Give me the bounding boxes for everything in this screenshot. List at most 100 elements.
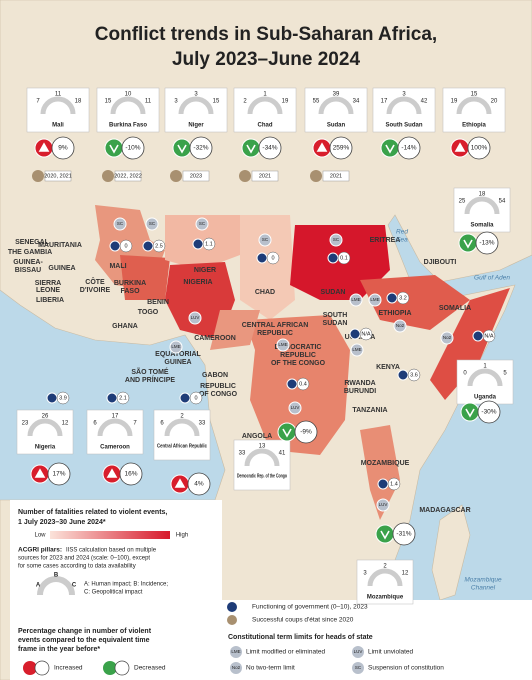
- change-label: 4%: [194, 481, 204, 488]
- change-label: 9%: [58, 145, 68, 152]
- pillar-c: 41: [279, 451, 286, 457]
- pillar-arc: [367, 568, 403, 587]
- term-badge: [276, 338, 290, 352]
- coup-icon: [170, 170, 182, 182]
- gov-value-bg: [482, 329, 496, 343]
- legend-term-code: LUV: [354, 649, 363, 654]
- term-code: LME: [171, 344, 180, 349]
- change-label: -13%: [479, 240, 494, 247]
- country-label: DJIBOUTI: [424, 259, 457, 266]
- coup-years: 2023: [190, 173, 202, 179]
- change-value-bg: [189, 136, 213, 160]
- country-label: OF THE CONGO: [271, 360, 326, 367]
- profile-name: Sudan: [327, 123, 346, 129]
- coup-icon: [32, 170, 44, 182]
- gov-icon: [472, 330, 484, 342]
- change-arrow: [246, 144, 256, 154]
- term-code: SC: [199, 221, 206, 226]
- coup-label-bg: [44, 170, 72, 182]
- pillar-c: 7: [133, 421, 137, 427]
- term-badge: [350, 343, 364, 357]
- change-label: -31%: [396, 531, 411, 538]
- pillar-arc: [244, 448, 280, 467]
- pillar-a: 6: [160, 421, 164, 427]
- change-arrow: [174, 478, 186, 488]
- gov-value: 3.6: [410, 372, 418, 378]
- country-label: CAMEROON: [194, 335, 236, 342]
- pillar-arc: [386, 96, 422, 115]
- region-burkina: [120, 255, 170, 300]
- term-badge: [393, 319, 407, 333]
- gov-icon: [397, 369, 409, 381]
- pillar-arc: [110, 96, 146, 115]
- gov-value-bg: [202, 237, 216, 251]
- coup-years: 2020, 2021: [44, 173, 72, 179]
- country-label: TOGO: [138, 309, 159, 316]
- region-cameroon: [210, 310, 260, 350]
- gov-value: 0.4: [299, 381, 307, 387]
- change-icon: [375, 524, 395, 544]
- change-icon: [241, 138, 261, 158]
- profile-name: Burkina Faso: [109, 123, 147, 129]
- country-label: GABON: [202, 372, 228, 379]
- legend-term-text: No two-term limit: [246, 665, 295, 672]
- change-icon: [172, 138, 192, 158]
- country-label: BURUNDI: [344, 388, 376, 395]
- pillar-b: 18: [479, 192, 486, 198]
- legend-increased: Increased: [54, 665, 83, 672]
- country-label: THE GAMBIA: [8, 249, 52, 256]
- legend-panel: [10, 500, 222, 680]
- pillar-a: 55: [313, 99, 320, 105]
- country-label: MOZAMBIQUE: [361, 460, 410, 467]
- country-label: SUDAN: [321, 289, 346, 296]
- change-arrow: [34, 468, 46, 478]
- legend-term-badge: [230, 646, 242, 658]
- pillar-a: 25: [459, 199, 466, 205]
- term-badge: [113, 217, 127, 231]
- change-arrow: [316, 142, 328, 152]
- pillar-arc: [27, 418, 63, 437]
- pillar-arc: [456, 96, 492, 115]
- pillar-b: 15: [471, 92, 478, 98]
- country-label: REPUBLIC: [200, 383, 236, 390]
- gov-value-bg: [359, 327, 373, 341]
- gov-value: 3.2: [399, 295, 407, 301]
- change-label: -14%: [401, 145, 416, 152]
- gov-icon: [349, 328, 361, 340]
- legend-pillar-text: A: Human impact; B: Incidence;: [84, 582, 168, 588]
- pillar-b: 3: [194, 92, 198, 98]
- pillar-a: 3: [363, 571, 367, 577]
- country-label: BURKINA: [114, 280, 146, 287]
- legend-high: High: [176, 533, 188, 539]
- term-code: SC: [149, 221, 156, 226]
- legend-term-code: LME: [231, 649, 240, 654]
- pillar-c: 19: [282, 99, 289, 105]
- legend-increase-ring: [34, 660, 50, 676]
- change-value-bg: [397, 136, 421, 160]
- legend-decreased: Decreased: [134, 665, 166, 672]
- gov-value-bg: [387, 477, 401, 491]
- term-badge: [188, 311, 202, 325]
- pillar-c: 54: [499, 199, 506, 205]
- country-label: LIBERIA: [36, 297, 64, 304]
- gov-icon: [377, 478, 389, 490]
- profile-card: [356, 559, 414, 605]
- country-label: SOUTH: [323, 312, 348, 319]
- pillar-c: 20: [491, 99, 498, 105]
- legend-increase: [23, 661, 37, 675]
- coup-years: 2022, 2022: [114, 173, 142, 179]
- pillar-a: 19: [451, 99, 458, 105]
- country-label: SUDAN: [323, 320, 348, 327]
- change-arrow: [454, 142, 466, 152]
- gov-icon: [106, 392, 118, 404]
- fatality-scale: [50, 531, 170, 539]
- profile-card: [233, 87, 297, 133]
- pillar-b: 1: [483, 364, 487, 370]
- legend-letter: C: [72, 583, 77, 589]
- country-label: GUINEA-: [13, 259, 43, 266]
- change-arrow: [106, 468, 118, 478]
- change-value-bg: [329, 136, 353, 160]
- country-label: GHANA: [112, 323, 138, 330]
- change-value-bg: [187, 472, 211, 496]
